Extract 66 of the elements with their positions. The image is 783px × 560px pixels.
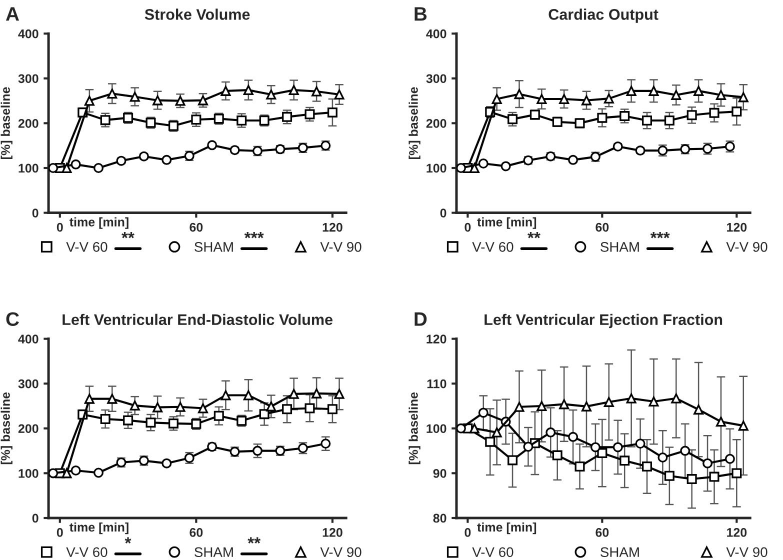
x-axis-title: time [min] bbox=[70, 522, 128, 534]
x-axis-title: time [min] bbox=[477, 522, 536, 534]
y-axis-title: [%] baseline bbox=[0, 392, 12, 464]
x-tick-label: 60 bbox=[190, 528, 203, 537]
y-tick-label: 300 bbox=[18, 74, 38, 84]
legend-label: SHAM bbox=[194, 242, 233, 252]
y-tick-label: 200 bbox=[18, 424, 38, 434]
y-tick-label: 0 bbox=[32, 514, 38, 523]
text: ** bbox=[248, 537, 261, 544]
text: ** bbox=[122, 232, 134, 238]
x-tick-label: 60 bbox=[596, 528, 609, 537]
y-tick-label: 400 bbox=[18, 334, 38, 344]
legend-label: SHAM bbox=[600, 547, 639, 558]
x-tick-label: 120 bbox=[322, 528, 342, 537]
legend-label: V-V 90 bbox=[320, 547, 362, 558]
chart-title: Stroke Volume bbox=[144, 8, 250, 20]
chart-title: Cardiac Output bbox=[548, 8, 658, 23]
legend-label: SHAM bbox=[600, 242, 639, 252]
y-axis-title: [%] baseline bbox=[408, 392, 420, 464]
text: ** bbox=[528, 232, 540, 238]
text: D bbox=[414, 312, 427, 326]
y-tick-label: 300 bbox=[426, 74, 446, 84]
x-axis-title: time [min] bbox=[477, 217, 536, 229]
y-tick-label: 90 bbox=[433, 469, 446, 478]
text: C bbox=[6, 312, 19, 326]
y-tick-label: 300 bbox=[18, 379, 38, 388]
x-tick-label: 0 bbox=[56, 528, 63, 537]
legend-label: V-V 60 bbox=[472, 547, 514, 558]
chart-title: Left Ventricular End-Diastolic Volume bbox=[62, 314, 332, 326]
x-tick-label: 0 bbox=[56, 222, 63, 232]
y-tick-label: 0 bbox=[440, 208, 446, 218]
y-tick-label: 400 bbox=[18, 29, 38, 38]
text: * bbox=[124, 537, 132, 544]
legend-label: V-V 90 bbox=[320, 242, 362, 252]
legend-label: V-V 60 bbox=[472, 242, 514, 252]
x-tick-label: 60 bbox=[190, 222, 203, 232]
text: *** bbox=[244, 232, 264, 238]
legend-label: SHAM bbox=[194, 547, 233, 558]
y-tick-label: 100 bbox=[18, 164, 38, 173]
x-tick-label: 120 bbox=[322, 222, 342, 232]
legend-label: V-V 90 bbox=[726, 242, 768, 252]
text: *** bbox=[650, 232, 670, 238]
text: A bbox=[6, 7, 20, 21]
y-tick-label: 100 bbox=[18, 469, 38, 478]
x-axis-title: time [min] bbox=[70, 217, 128, 229]
y-tick-label: 400 bbox=[426, 29, 446, 38]
x-tick-label: 120 bbox=[727, 222, 747, 232]
y-tick-label: 0 bbox=[32, 208, 38, 218]
chart-title: Left Ventricular Ejection Fraction bbox=[484, 314, 722, 328]
y-tick-label: 100 bbox=[426, 164, 446, 173]
y-tick-label: 120 bbox=[426, 334, 446, 344]
x-tick-label: 120 bbox=[727, 528, 747, 537]
x-tick-label: 0 bbox=[464, 222, 471, 232]
legend-label: V-V 60 bbox=[66, 547, 108, 558]
y-tick-label: 200 bbox=[426, 119, 446, 128]
y-axis-title: [%] baseline bbox=[408, 87, 420, 159]
y-tick-label: 80 bbox=[433, 514, 446, 523]
legend-label: V-V 60 bbox=[66, 242, 108, 252]
y-axis-title: [%] baseline bbox=[0, 87, 12, 159]
y-tick-label: 100 bbox=[426, 424, 446, 434]
y-tick-label: 200 bbox=[18, 119, 38, 128]
x-tick-label: 0 bbox=[464, 528, 471, 537]
legend-label: V-V 90 bbox=[726, 547, 768, 558]
y-tick-label: 110 bbox=[427, 379, 446, 388]
x-tick-label: 60 bbox=[596, 222, 609, 232]
text: B bbox=[414, 7, 427, 21]
